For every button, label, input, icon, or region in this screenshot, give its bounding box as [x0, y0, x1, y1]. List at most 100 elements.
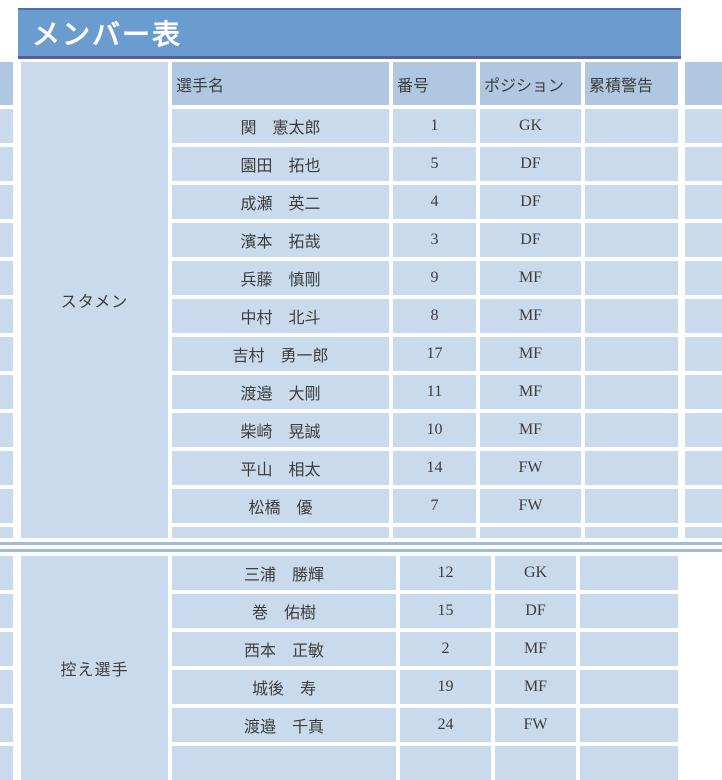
- left-cropped-column-strip: [0, 62, 13, 780]
- strip-cell: [0, 556, 13, 590]
- player-position-cell[interactable]: MF: [480, 375, 581, 409]
- warnings-cell[interactable]: [585, 299, 678, 333]
- player-number-cell[interactable]: 12: [400, 556, 491, 590]
- col-header-warnings[interactable]: 累積警告: [585, 62, 678, 105]
- group-cell-starters[interactable]: スタメン: [21, 62, 168, 538]
- strip-cell: [685, 185, 722, 219]
- strip-cell: [685, 223, 722, 257]
- warnings-cell[interactable]: [585, 109, 678, 143]
- warnings-cell[interactable]: [585, 185, 678, 219]
- player-position-cell[interactable]: FW: [495, 708, 576, 742]
- player-name-cell[interactable]: 兵藤 慎剛: [172, 261, 389, 295]
- player-position-cell[interactable]: MF: [495, 632, 576, 666]
- strip-cell: [685, 489, 722, 523]
- player-position-cell[interactable]: MF: [495, 670, 576, 704]
- player-number-cell[interactable]: 24: [400, 708, 491, 742]
- strip-cell: [685, 299, 722, 333]
- warnings-cell[interactable]: [580, 708, 678, 742]
- empty-cell[interactable]: [585, 527, 678, 538]
- warnings-cell[interactable]: [585, 451, 678, 485]
- strip-cell: [0, 413, 13, 447]
- col-header-name[interactable]: 選手名: [172, 62, 389, 105]
- group-cell-substitutes[interactable]: 控え選手: [21, 556, 168, 780]
- player-number-cell[interactable]: 15: [400, 594, 491, 628]
- strip-cell: [0, 185, 13, 219]
- col-header-number[interactable]: 番号: [393, 62, 476, 105]
- player-name-cell[interactable]: 中村 北斗: [172, 299, 389, 333]
- player-name-cell[interactable]: 吉村 勇一郎: [172, 337, 389, 371]
- table-row: 柴崎 晃誠 10 MF: [172, 413, 678, 447]
- player-position-cell[interactable]: DF: [480, 223, 581, 257]
- player-name-cell[interactable]: 園田 拓也: [172, 147, 389, 181]
- player-number-cell[interactable]: 17: [393, 337, 476, 371]
- warnings-cell[interactable]: [585, 261, 678, 295]
- empty-cell[interactable]: [495, 746, 576, 780]
- player-position-cell[interactable]: MF: [480, 337, 581, 371]
- player-number-cell[interactable]: 3: [393, 223, 476, 257]
- player-number-cell[interactable]: 14: [393, 451, 476, 485]
- section-separator: [0, 542, 722, 552]
- col-header-position[interactable]: ポジション: [480, 62, 581, 105]
- player-position-cell[interactable]: MF: [480, 413, 581, 447]
- strip-cell: [0, 489, 13, 523]
- player-number-cell[interactable]: 4: [393, 185, 476, 219]
- player-position-cell[interactable]: FW: [480, 489, 581, 523]
- empty-cell[interactable]: [172, 527, 389, 538]
- player-name-cell[interactable]: 濱本 拓哉: [172, 223, 389, 257]
- player-position-cell[interactable]: DF: [480, 185, 581, 219]
- empty-cell[interactable]: [580, 746, 678, 780]
- warnings-cell[interactable]: [580, 594, 678, 628]
- strip-cell: [685, 62, 722, 105]
- warnings-cell[interactable]: [580, 632, 678, 666]
- strip-cell: [685, 337, 722, 371]
- player-number-cell[interactable]: 19: [400, 670, 491, 704]
- player-position-cell[interactable]: MF: [480, 299, 581, 333]
- player-number-cell[interactable]: 10: [393, 413, 476, 447]
- player-position-cell[interactable]: FW: [480, 451, 581, 485]
- player-name-cell[interactable]: 巻 佑樹: [172, 594, 396, 628]
- player-name-cell[interactable]: 三浦 勝輝: [172, 556, 396, 590]
- player-name-cell[interactable]: 成瀬 英二: [172, 185, 389, 219]
- warnings-cell[interactable]: [585, 489, 678, 523]
- player-name-cell[interactable]: 柴崎 晃誠: [172, 413, 389, 447]
- player-name-cell[interactable]: 平山 相太: [172, 451, 389, 485]
- player-position-cell[interactable]: DF: [495, 594, 576, 628]
- empty-row: [172, 746, 678, 780]
- player-name-cell[interactable]: 渡邉 千真: [172, 708, 396, 742]
- warnings-cell[interactable]: [585, 223, 678, 257]
- strip-cell: [0, 542, 13, 552]
- player-name-cell[interactable]: 渡邉 大剛: [172, 375, 389, 409]
- warnings-cell[interactable]: [585, 147, 678, 181]
- empty-cell[interactable]: [393, 527, 476, 538]
- warnings-cell[interactable]: [585, 413, 678, 447]
- empty-cell[interactable]: [400, 746, 491, 780]
- warnings-cell[interactable]: [585, 375, 678, 409]
- strip-cell: [0, 594, 13, 628]
- warnings-cell[interactable]: [580, 556, 678, 590]
- player-position-cell[interactable]: GK: [495, 556, 576, 590]
- warnings-cell[interactable]: [585, 337, 678, 371]
- table-row: 巻 佑樹 15 DF: [172, 594, 678, 628]
- player-number-cell[interactable]: 7: [393, 489, 476, 523]
- strip-cell: [0, 527, 13, 538]
- player-name-cell[interactable]: 城後 寿: [172, 670, 396, 704]
- player-number-cell[interactable]: 2: [400, 632, 491, 666]
- empty-cell[interactable]: [480, 527, 581, 538]
- player-number-cell[interactable]: 9: [393, 261, 476, 295]
- warnings-cell[interactable]: [580, 670, 678, 704]
- right-cropped-column-strip: [685, 62, 722, 538]
- strip-cell: [0, 451, 13, 485]
- player-number-cell[interactable]: 1: [393, 109, 476, 143]
- empty-cell[interactable]: [172, 746, 396, 780]
- player-number-cell[interactable]: 11: [393, 375, 476, 409]
- player-position-cell[interactable]: DF: [480, 147, 581, 181]
- player-number-cell[interactable]: 5: [393, 147, 476, 181]
- player-name-cell[interactable]: 松橋 優: [172, 489, 389, 523]
- player-position-cell[interactable]: GK: [480, 109, 581, 143]
- substitutes-section: 控え選手 三浦 勝輝 12 GK 巻 佑樹 15 DF 西本 正敏 2 MF 城後 寿 19 MF 渡邉…: [21, 556, 678, 780]
- strip-cell: [0, 375, 13, 409]
- player-position-cell[interactable]: MF: [480, 261, 581, 295]
- player-name-cell[interactable]: 関 憲太郎: [172, 109, 389, 143]
- player-number-cell[interactable]: 8: [393, 299, 476, 333]
- player-name-cell[interactable]: 西本 正敏: [172, 632, 396, 666]
